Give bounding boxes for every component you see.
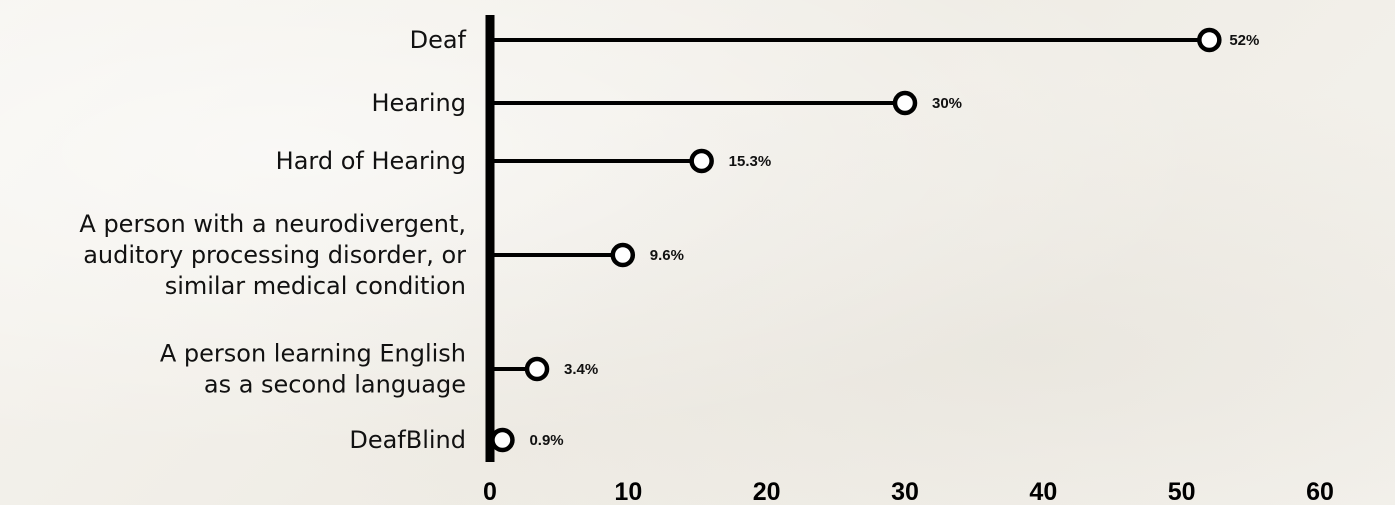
category-label-line: Hearing xyxy=(372,89,467,117)
category-label-line: DeafBlind xyxy=(349,426,466,454)
category-label: Deaf xyxy=(410,26,467,54)
value-label: 9.6% xyxy=(650,247,684,264)
value-label: 52% xyxy=(1229,32,1259,49)
x-tick-label: 30 xyxy=(891,478,919,505)
category-label-line: auditory processing disorder, or xyxy=(83,241,466,269)
x-tick-label: 50 xyxy=(1168,478,1196,505)
category-label-line: Hard of Hearing xyxy=(276,147,466,175)
x-tick-label: 20 xyxy=(753,478,781,505)
value-label: 0.9% xyxy=(529,432,563,449)
category-label: A person with a neurodivergent, auditory … xyxy=(79,210,466,300)
x-tick-label: 0 xyxy=(483,478,497,505)
lollipop-marker xyxy=(490,427,515,453)
category-label: A person learning English as a second lan… xyxy=(160,340,466,399)
category-label-line: similar medical condition xyxy=(165,272,466,300)
value-label: 15.3% xyxy=(729,153,772,170)
category-label-line: A person learning English xyxy=(160,340,466,368)
x-tick-label: 40 xyxy=(1029,478,1057,505)
lollipop-marker xyxy=(892,90,918,116)
category-label-line: as a second language xyxy=(204,371,466,399)
category-label: Hearing xyxy=(372,89,467,117)
value-label: 30% xyxy=(932,95,962,112)
lollipop-marker xyxy=(524,356,550,382)
category-label-line: A person with a neurodivergent, xyxy=(79,210,466,238)
x-tick-label: 10 xyxy=(614,478,642,505)
lollipop-marker xyxy=(1197,27,1222,53)
value-label: 3.4% xyxy=(564,361,598,378)
category-label-line: Deaf xyxy=(410,26,467,54)
category-label: DeafBlind xyxy=(349,426,466,454)
lollipop-marker xyxy=(610,242,636,268)
lollipop-marker xyxy=(689,148,714,174)
category-label: Hard of Hearing xyxy=(276,147,466,175)
x-tick-label: 60 xyxy=(1306,478,1334,505)
